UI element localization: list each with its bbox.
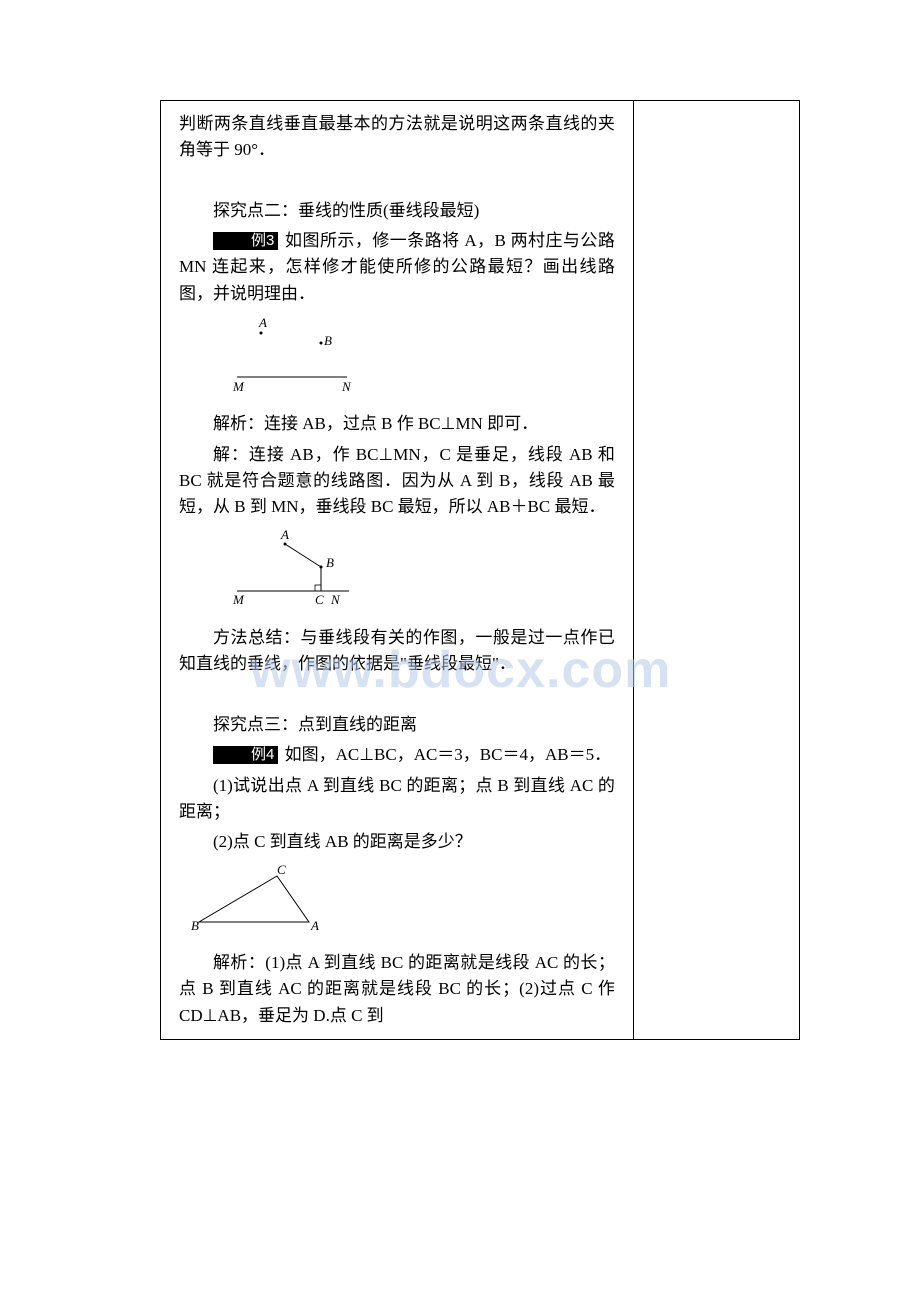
example4-text: 如图，AC⊥BC，AC＝3，BC＝4，AB＝5． — [280, 745, 611, 764]
example4-q2: (2)点 C 到直线 AB 的距离是多少？ — [179, 829, 615, 855]
figure-ex3-1: A B M N — [229, 315, 615, 403]
fig2-label-A: A — [280, 529, 289, 542]
example4-problem: 例4 如图，AC⊥BC，AC＝3，BC＝4，AB＝5． — [179, 742, 615, 768]
example3-solution: 解：连接 AB，作 BC⊥MN，C 是垂足，线段 AB 和 BC 就是符合题意的… — [179, 442, 615, 521]
example3-tag: 例3 — [213, 232, 278, 250]
main-content-cell: 判断两条直线垂直最基本的方法就是说明这两条直线的夹角等于 90°． 探究点二：垂… — [161, 101, 634, 1040]
section3-title: 探究点三：点到直线的距离 — [179, 712, 615, 738]
fig-label-M: M — [232, 379, 245, 394]
section2-title: 探究点二：垂线的性质(垂线段最短) — [179, 198, 615, 224]
fig-label-A: A — [258, 315, 267, 330]
side-cell — [633, 101, 799, 1040]
fig3-label-C: C — [277, 864, 286, 877]
figure-ex3-2: A B M C N — [229, 529, 615, 617]
fig2-right-angle — [315, 585, 321, 591]
example4-tag: 例4 — [213, 746, 278, 764]
page: www.bdocx.com 判断两条直线垂直最基本的方法就是说明这两条直线的夹角… — [0, 0, 920, 1302]
example3-analysis: 解析：连接 AB，过点 B 作 BC⊥MN 即可． — [179, 411, 615, 437]
spacer — [179, 168, 615, 198]
figure-ex3-1-svg: A B M N — [229, 315, 379, 395]
fig-label-B: B — [324, 333, 332, 348]
fig2-label-N: N — [330, 592, 341, 607]
fig3-label-A: A — [310, 918, 319, 933]
intro-paragraph: 判断两条直线垂直最基本的方法就是说明这两条直线的夹角等于 90°． — [179, 111, 615, 164]
fig-point-B — [320, 342, 323, 345]
example4-q1: (1)试说出点 A 到直线 BC 的距离；点 B 到直线 AC 的距离； — [179, 773, 615, 826]
table-row: 判断两条直线垂直最基本的方法就是说明这两条直线的夹角等于 90°． 探究点二：垂… — [161, 101, 800, 1040]
fig2-label-C: C — [315, 592, 324, 607]
content-table: 判断两条直线垂直最基本的方法就是说明这两条直线的夹角等于 90°． 探究点二：垂… — [160, 100, 800, 1040]
figure-ex4-svg: C B A — [189, 864, 339, 934]
example3-problem: 例3 如图所示，修一条路将 A，B 两村庄与公路 MN 连起来，怎样修才能使所修… — [179, 228, 615, 307]
figure-ex4: C B A — [189, 864, 615, 942]
fig-label-N: N — [341, 379, 352, 394]
fig2-label-M: M — [232, 592, 245, 607]
example4-analysis: 解析：(1)点 A 到直线 BC 的距离就是线段 AC 的长；点 B 到直线 A… — [179, 950, 615, 1029]
fig-point-A — [260, 332, 263, 335]
figure-ex3-2-svg: A B M C N — [229, 529, 389, 609]
fig3-label-B: B — [191, 918, 199, 933]
example3-summary: 方法总结：与垂线段有关的作图，一般是过一点作已知直线的垂线，作图的依据是"垂线段… — [179, 625, 615, 678]
fig3-triangle — [199, 876, 309, 922]
fig2-line-AB — [285, 544, 321, 567]
spacer — [179, 682, 615, 712]
fig2-label-B: B — [326, 555, 334, 570]
